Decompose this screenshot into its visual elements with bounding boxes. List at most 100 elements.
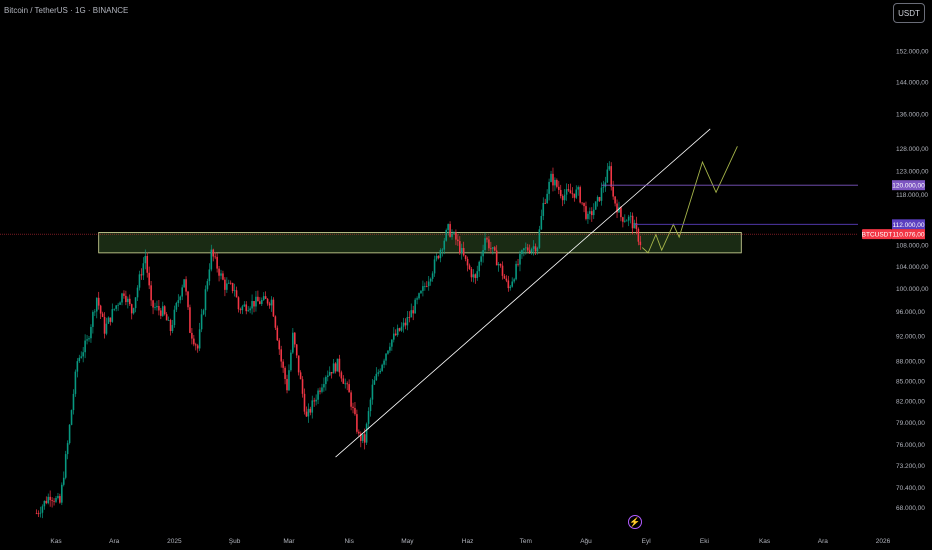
candle-body [313,400,315,402]
candle-body [323,384,325,388]
candle-body [422,286,424,291]
candle-body [321,387,323,392]
candle-body [194,344,197,346]
candle-body [55,497,57,502]
candle-body [490,248,492,250]
candle-body [253,301,255,307]
candle-body [511,281,514,287]
x-tick-label-1: Ara [109,538,120,545]
candle-body [66,443,69,455]
support-zone[interactable] [98,232,742,254]
candle-body [117,304,119,306]
candle-body [499,263,502,266]
candle-body [392,333,395,340]
candle-body [210,249,213,270]
candle-body [565,189,568,195]
candle-body [505,278,508,281]
candle-body [429,278,432,282]
candle-body [616,203,618,213]
candle-body [121,293,123,303]
candle-body [247,310,249,312]
candle-body [484,238,486,251]
candle-body [470,268,473,278]
y-tick-label-18: 68.000,00 [896,505,925,512]
price-tag-bg [892,229,925,240]
candle-body [200,314,203,330]
candle-body [563,194,566,201]
candle-body [342,378,345,384]
candle-body [524,247,527,249]
candle-body [119,302,121,305]
candle-body [633,222,636,229]
candle-body [493,247,496,251]
candle-body [435,255,438,260]
trendline[interactable] [335,128,711,458]
candle-body [577,187,580,190]
candle-body [224,279,226,290]
candle-body [80,356,83,358]
x-tick-label-7: Haz [462,538,474,545]
candle-body [400,326,403,331]
candle-body [231,283,234,291]
candle-body [379,370,381,373]
y-tick-label-9: 96.000,00 [896,309,925,316]
candle-body [495,250,498,266]
candle-body [196,345,199,349]
candle-body [72,393,75,411]
candle-body [377,372,380,374]
candle-body [251,301,253,309]
symbol-tag-bg [862,229,892,240]
candle-body [280,349,282,362]
candle-body [501,265,504,276]
candle-body [602,186,605,188]
candle-body [62,477,65,485]
candle-body [559,189,562,197]
candle-body [369,399,372,412]
candle-body [193,338,195,345]
candle-body [414,299,416,314]
candle-body [550,173,552,182]
lightning-icon[interactable]: ⚡ [628,515,642,529]
candle-body [165,314,168,321]
candle-body [216,256,218,269]
candle-body [344,383,347,385]
y-tick-label-6: 108.000,00 [896,242,929,249]
x-tick-label-4: Mar [283,538,295,545]
candle-body [472,274,475,278]
price-tag: 110.076,00 [892,232,924,239]
candle-body [581,202,583,204]
candle-body [177,300,180,303]
candle-body [82,352,84,357]
candle-body [125,295,127,303]
level-label-bg-0 [892,180,925,191]
candle-body [408,317,411,318]
candle-body [115,305,117,309]
x-tick-label-8: Tem [520,538,532,545]
candle-body [418,293,420,299]
candle-body [109,317,112,322]
candle-body [585,206,587,219]
candle-body [309,408,312,413]
candle-body [587,213,589,219]
x-tick-label-2: 2025 [167,538,182,545]
candle-body [282,361,284,368]
candle-body [97,297,100,306]
candle-body [150,285,152,301]
candle-body [515,263,517,280]
candle-body [88,338,90,340]
candle-body [332,363,335,374]
candle-body [307,408,310,417]
candle-body [45,500,48,504]
candle-body [218,268,220,276]
candle-body [519,254,521,265]
candle-body [173,309,176,326]
candle-body [462,248,465,256]
candle-body [466,258,469,266]
candle-body [546,193,548,204]
currency-button[interactable]: USDT [893,3,925,23]
candle-body [161,306,164,316]
candle-body [404,322,407,326]
candle-body [579,187,581,203]
candle-body [624,220,626,222]
